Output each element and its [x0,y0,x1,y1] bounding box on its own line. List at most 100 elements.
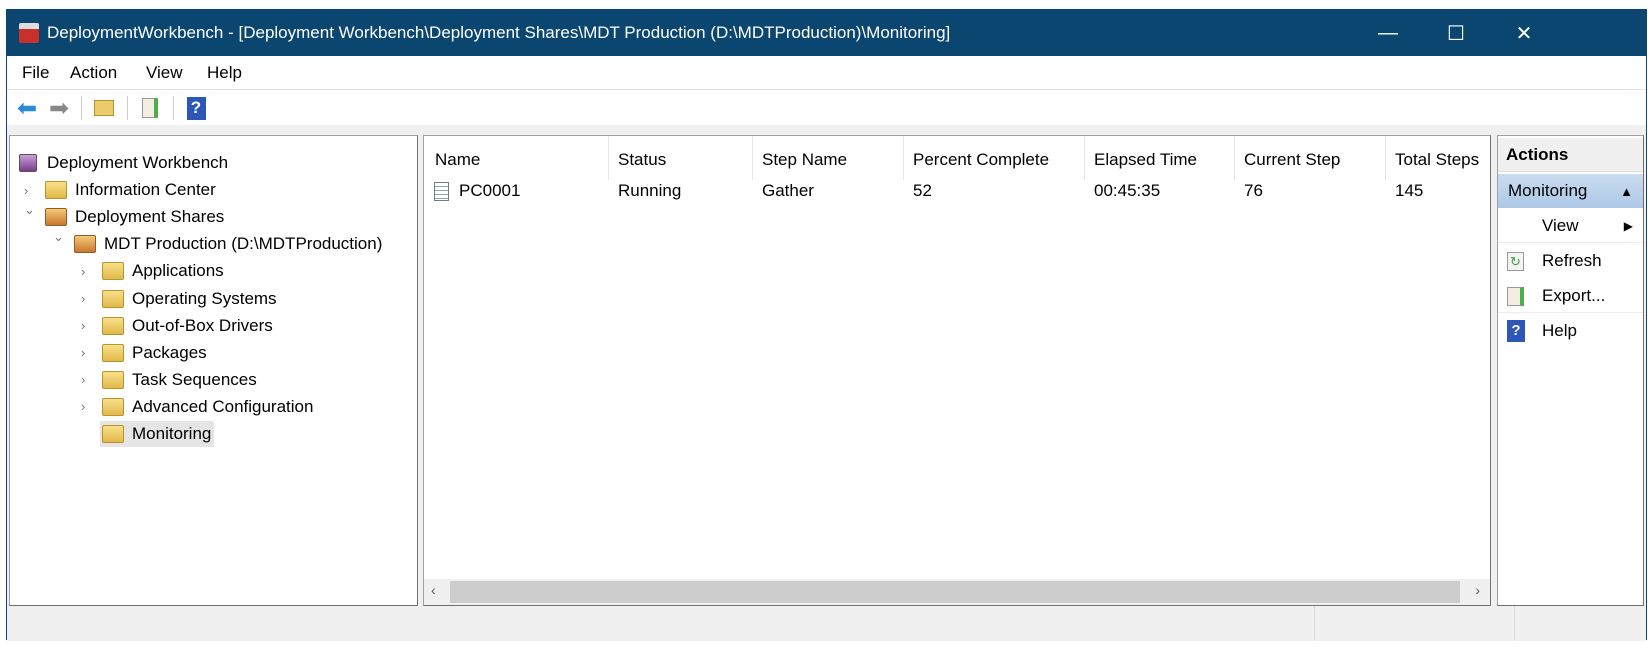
menu-help[interactable]: Help [207,63,242,82]
horizontal-scrollbar[interactable]: ‹ › [424,579,1490,605]
column-header[interactable]: Percent Complete [913,150,1050,169]
collapse-arrow-icon[interactable]: ▲ [1620,183,1633,199]
column-divider[interactable] [1234,136,1235,180]
action-refresh[interactable]: ↻ Refresh [1498,244,1643,278]
minimize-button[interactable]: — [1378,21,1398,44]
column-header[interactable]: Current Step [1244,150,1341,169]
table-cell: 52 [913,181,932,200]
tree-item-label: Advanced Configuration [132,396,314,416]
expand-chevron-icon[interactable]: › [81,291,86,306]
tree-item[interactable]: › Advanced Configuration [81,394,316,420]
tree-item[interactable]: › Operating Systems [81,286,280,312]
column-header[interactable]: Step Name [762,150,848,169]
tree-item-label: Monitoring [132,424,212,443]
close-button[interactable]: ✕ [1515,22,1533,45]
tree-item[interactable]: › Applications [81,258,227,284]
tree-item-label: Information Center [75,180,216,200]
actions-pane: Actions Monitoring ▲ View ▶ ↻ Refresh Ex… [1497,135,1644,606]
menu-file[interactable]: File [22,63,50,82]
tree-item-label: Operating Systems [132,288,277,308]
menu-bar: File Action View Help [7,56,1646,90]
up-folder-icon[interactable] [91,95,117,121]
maximize-button[interactable]: ☐ [1447,22,1465,45]
tree-item-label: Out-of-Box Drivers [132,315,273,335]
tree-item-label: Deployment Workbench [47,153,229,172]
actions-header: Actions [1498,138,1643,172]
table-cell: Running [618,181,682,200]
status-divider [1314,606,1315,641]
menu-view[interactable]: View [146,63,183,82]
toolbar-divider [127,96,128,120]
action-label: Refresh [1542,251,1602,270]
folder-icon [102,343,124,362]
collapse-chevron-icon[interactable]: ⌄ [24,202,35,218]
folder-info-icon [45,181,67,200]
tree-item[interactable]: Monitoring [100,421,215,447]
back-icon[interactable]: ⬅ [16,94,38,122]
tree-item[interactable]: ⌄ MDT Production (D:\MDTProduction) [53,229,385,257]
status-bar [7,606,1646,641]
tree-item[interactable]: › Task Sequences [81,367,260,393]
action-label: Export... [1542,285,1606,305]
expand-chevron-icon[interactable]: › [81,263,86,279]
column-header[interactable]: Elapsed Time [1094,150,1197,169]
tree-item[interactable]: › Information Center [24,177,219,203]
tree-item[interactable]: Deployment Workbench [17,150,231,176]
column-divider[interactable] [903,136,904,180]
scroll-right-arrow[interactable]: › [1475,582,1480,598]
section-label: Monitoring [1508,181,1588,200]
table-row[interactable]: PC0001 Running Gather 52 00:45:35 76 145 [424,136,1490,206]
tree-pane: Deployment Workbench › Information Center ⌄… [9,135,418,606]
monitoring-list: Name Status Step Name Percent Complete Elaps… [423,135,1491,606]
table-cell: 00:45:35 [1094,181,1161,200]
folder-db-icon [102,425,124,443]
tree-item[interactable]: › Out-of-Box Drivers [81,313,276,339]
action-view[interactable]: View ▶ [1498,209,1643,243]
export-icon[interactable] [137,95,163,121]
folder-icon [102,370,124,389]
scroll-left-arrow[interactable]: ‹ [431,582,436,598]
collapse-chevron-icon[interactable]: ⌄ [53,229,64,245]
scrollbar-thumb[interactable] [450,581,1460,603]
column-divider[interactable] [1385,136,1386,180]
actions-section-monitoring[interactable]: Monitoring ▲ [1498,174,1643,208]
expand-chevron-icon[interactable]: › [81,399,86,415]
status-divider [1514,606,1515,641]
tree-item-label: Deployment Shares [75,207,225,227]
window-title: DeploymentWorkbench - [Deployment Workbe… [47,23,951,42]
column-header[interactable]: Status [618,150,667,169]
expand-chevron-icon[interactable]: › [81,345,86,361]
tree-item[interactable]: ⌄ Deployment Shares [24,202,227,230]
help-icon: ? [1507,320,1525,342]
tree-item-label: MDT Production (D:\MDTProduction) [104,234,383,254]
column-divider[interactable] [608,136,609,180]
tree-item-label: Packages [132,342,207,362]
column-divider[interactable] [1084,136,1085,180]
column-header[interactable]: Name [435,150,481,169]
action-help[interactable]: ? Help [1498,314,1643,348]
folder-icon [102,262,124,281]
toolbar-divider [173,96,174,120]
expand-chevron-icon[interactable]: › [24,182,29,198]
expand-chevron-icon[interactable]: › [81,318,86,334]
action-label: Help [1542,321,1577,340]
table-cell: PC0001 [459,181,521,200]
submenu-arrow-icon: ▶ [1623,218,1633,233]
tree-item-label: Applications [132,261,224,281]
table-cell: 76 [1244,181,1263,200]
drive-folder-icon [74,235,96,254]
action-export[interactable]: Export... [1498,279,1643,313]
tree-item[interactable]: › Packages [81,340,210,366]
expand-chevron-icon[interactable]: › [81,372,86,388]
help-icon[interactable]: ? [183,95,209,121]
menu-action[interactable]: Action [70,63,118,82]
table-cell: Gather [762,181,814,200]
toolbar-divider [81,96,82,120]
app-window: DeploymentWorkbench - [Deployment Workbe… [6,9,1647,641]
column-divider[interactable] [752,136,753,180]
tree-item-label: Task Sequences [132,369,257,389]
folder-icon [102,316,124,335]
title-bar: DeploymentWorkbench - [Deployment Workbe… [7,10,1646,56]
forward-icon[interactable]: ➡ [48,94,70,122]
column-header[interactable]: Total Steps [1395,150,1480,169]
